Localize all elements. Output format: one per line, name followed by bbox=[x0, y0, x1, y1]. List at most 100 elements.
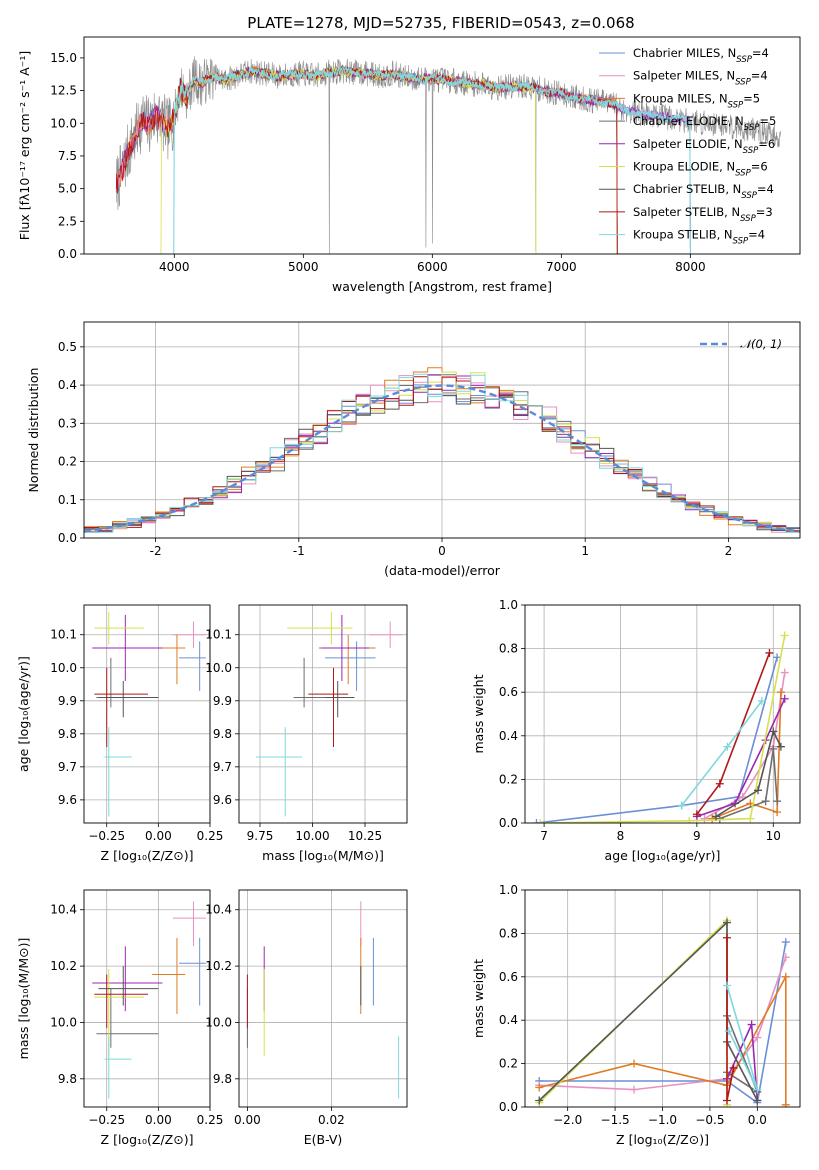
y-tick-label: 0.4 bbox=[499, 1013, 518, 1027]
y-tick-label: 9.6 bbox=[58, 793, 77, 807]
normal-curve bbox=[84, 384, 800, 533]
legend-label: Kroupa MILES, NSSP=5 bbox=[633, 91, 760, 110]
weight-series-0 bbox=[532, 653, 782, 823]
weight-marker bbox=[769, 727, 778, 736]
weight-marker bbox=[630, 1085, 639, 1094]
x-tick-label: 10 bbox=[766, 829, 781, 843]
x-axis-label: Z [log₁₀(Z/Z⊙)] bbox=[616, 1132, 709, 1147]
weight-marker bbox=[729, 1063, 738, 1072]
y-tick-label: 10.0 bbox=[50, 116, 77, 130]
y-axis-label: mass weight bbox=[471, 959, 486, 1038]
weight-line bbox=[680, 700, 763, 807]
y-tick-label: 1.0 bbox=[499, 598, 518, 612]
error-point-1 bbox=[172, 621, 206, 648]
axes-z-weight: −2.0 −1.5 −1.0 −0.5 0.0 0.0 0.2 0.4 0.6 0.8 1.0 Z [… bbox=[471, 883, 801, 1147]
weight-line bbox=[715, 729, 782, 818]
weight-marker bbox=[722, 933, 731, 942]
weight-marker bbox=[724, 1027, 733, 1036]
x-axis-label: E(B-V) bbox=[304, 1132, 343, 1147]
weight-marker bbox=[711, 812, 720, 821]
x-tick-label: −2.0 bbox=[553, 1113, 582, 1127]
weight-marker bbox=[536, 819, 545, 823]
x-tick-label: 10.25 bbox=[348, 829, 382, 843]
weight-series-8 bbox=[677, 696, 766, 810]
x-tick-label: 5000 bbox=[288, 260, 319, 274]
axes-frame-z-weight bbox=[524, 889, 801, 1108]
weight-marker bbox=[781, 1100, 790, 1107]
x-axis-label: age [log₁₀(age/yr)] bbox=[605, 848, 721, 863]
y-tick-label: 0.3 bbox=[58, 416, 77, 430]
axes-frame-ebv-mass bbox=[238, 889, 408, 1108]
y-tick-label: 0.0 bbox=[499, 1100, 518, 1114]
error-point-2 bbox=[318, 634, 376, 685]
weight-series-2 bbox=[708, 688, 785, 823]
y-tick-label: 10.0 bbox=[50, 1015, 77, 1029]
error-point-0 bbox=[325, 641, 376, 691]
error-point-8 bbox=[104, 727, 132, 817]
weight-marker bbox=[765, 648, 774, 657]
y-tick-label: 0.5 bbox=[58, 340, 77, 354]
axes-age-weight: 7 8 9 10 0.0 0.2 0.4 0.6 0.8 1.0 age [log₁₀(age/yr… bbox=[471, 598, 801, 863]
weight-marker bbox=[780, 694, 789, 703]
weight-marker bbox=[532, 819, 541, 823]
weight-marker bbox=[757, 696, 766, 705]
x-tick-label: 8 bbox=[617, 829, 625, 843]
x-tick-label: 0.00 bbox=[145, 829, 172, 843]
y-tick-label: 9.9 bbox=[213, 694, 232, 708]
plot-area-mass-age bbox=[255, 611, 403, 817]
axes-frame-mass-age bbox=[238, 604, 408, 824]
y-tick-label: 7.5 bbox=[58, 149, 77, 163]
y-tick-label: 15.0 bbox=[50, 51, 77, 65]
weight-marker bbox=[746, 814, 755, 823]
weight-marker bbox=[722, 918, 731, 927]
weight-line bbox=[540, 635, 786, 823]
x-tick-label: 0.25 bbox=[197, 1113, 224, 1127]
error-point-7 bbox=[308, 667, 349, 748]
weight-series-6 bbox=[711, 727, 785, 821]
x-tick-label: 2 bbox=[725, 544, 733, 558]
y-tick-label: 0.6 bbox=[499, 685, 518, 699]
axes-z-mass: −0.25 0.00 0.25 9.8 10.0 10.2 10.4 Z [log₁₀(Z/Z… bbox=[16, 889, 224, 1147]
y-tick-label: 10.1 bbox=[205, 628, 232, 642]
y-axis-label: age [log₁₀(age/yr)] bbox=[16, 656, 31, 772]
y-tick-label: 9.6 bbox=[213, 793, 232, 807]
y-tick-label: 10.0 bbox=[205, 1015, 232, 1029]
y-tick-label: 0.8 bbox=[499, 926, 518, 940]
weight-marker bbox=[700, 814, 709, 823]
error-point-7 bbox=[94, 974, 149, 1029]
y-tick-label: 10.0 bbox=[50, 661, 77, 675]
y-axis-label: Normed distribution bbox=[26, 368, 41, 493]
weight-marker bbox=[692, 810, 701, 819]
error-point-4 bbox=[320, 614, 370, 681]
weight-line bbox=[536, 657, 778, 823]
weight-series-3 bbox=[715, 744, 782, 823]
x-tick-label: 7000 bbox=[546, 260, 577, 274]
y-tick-label: 10.4 bbox=[50, 903, 77, 917]
weight-marker bbox=[780, 668, 789, 677]
x-tick-label: 7 bbox=[540, 829, 548, 843]
axes-frame-residuals bbox=[83, 321, 801, 539]
y-tick-label: 10.2 bbox=[50, 959, 77, 973]
x-tick-label: −0.25 bbox=[88, 1113, 125, 1127]
error-point-5 bbox=[287, 611, 353, 645]
weight-marker bbox=[776, 688, 785, 697]
y-tick-label: 9.7 bbox=[58, 760, 77, 774]
weight-marker bbox=[776, 742, 785, 751]
figure-title: PLATE=1278, MJD=52735, FIBERID=0543, z=0… bbox=[247, 14, 634, 32]
weight-marker bbox=[723, 742, 732, 751]
y-tick-label: 2.5 bbox=[58, 214, 77, 228]
x-tick-label: -2 bbox=[150, 544, 162, 558]
error-point-1 bbox=[369, 621, 403, 648]
x-tick-label: −0.5 bbox=[695, 1113, 724, 1127]
error-point-2 bbox=[152, 634, 186, 685]
weight-marker bbox=[535, 1096, 544, 1105]
plot-area-age-weight bbox=[532, 631, 789, 823]
y-axis-label: mass [log₁₀(M/M⊙)] bbox=[16, 938, 31, 1060]
y-tick-label: 9.8 bbox=[58, 727, 77, 741]
legend-label: Kroupa STELIB, NSSP=4 bbox=[633, 228, 765, 247]
axes-mass-age: 9.75 10.00 10.25 9.6 9.7 9.8 9.9 10.0 10.1 mass [… bbox=[205, 604, 408, 863]
axes-frame-age-weight bbox=[524, 604, 801, 824]
axes-spectrum: 4000 5000 6000 7000 8000 0.0 2.5 5.0 7.5 10.0 12.5… bbox=[17, 36, 801, 294]
weight-marker bbox=[781, 938, 790, 947]
